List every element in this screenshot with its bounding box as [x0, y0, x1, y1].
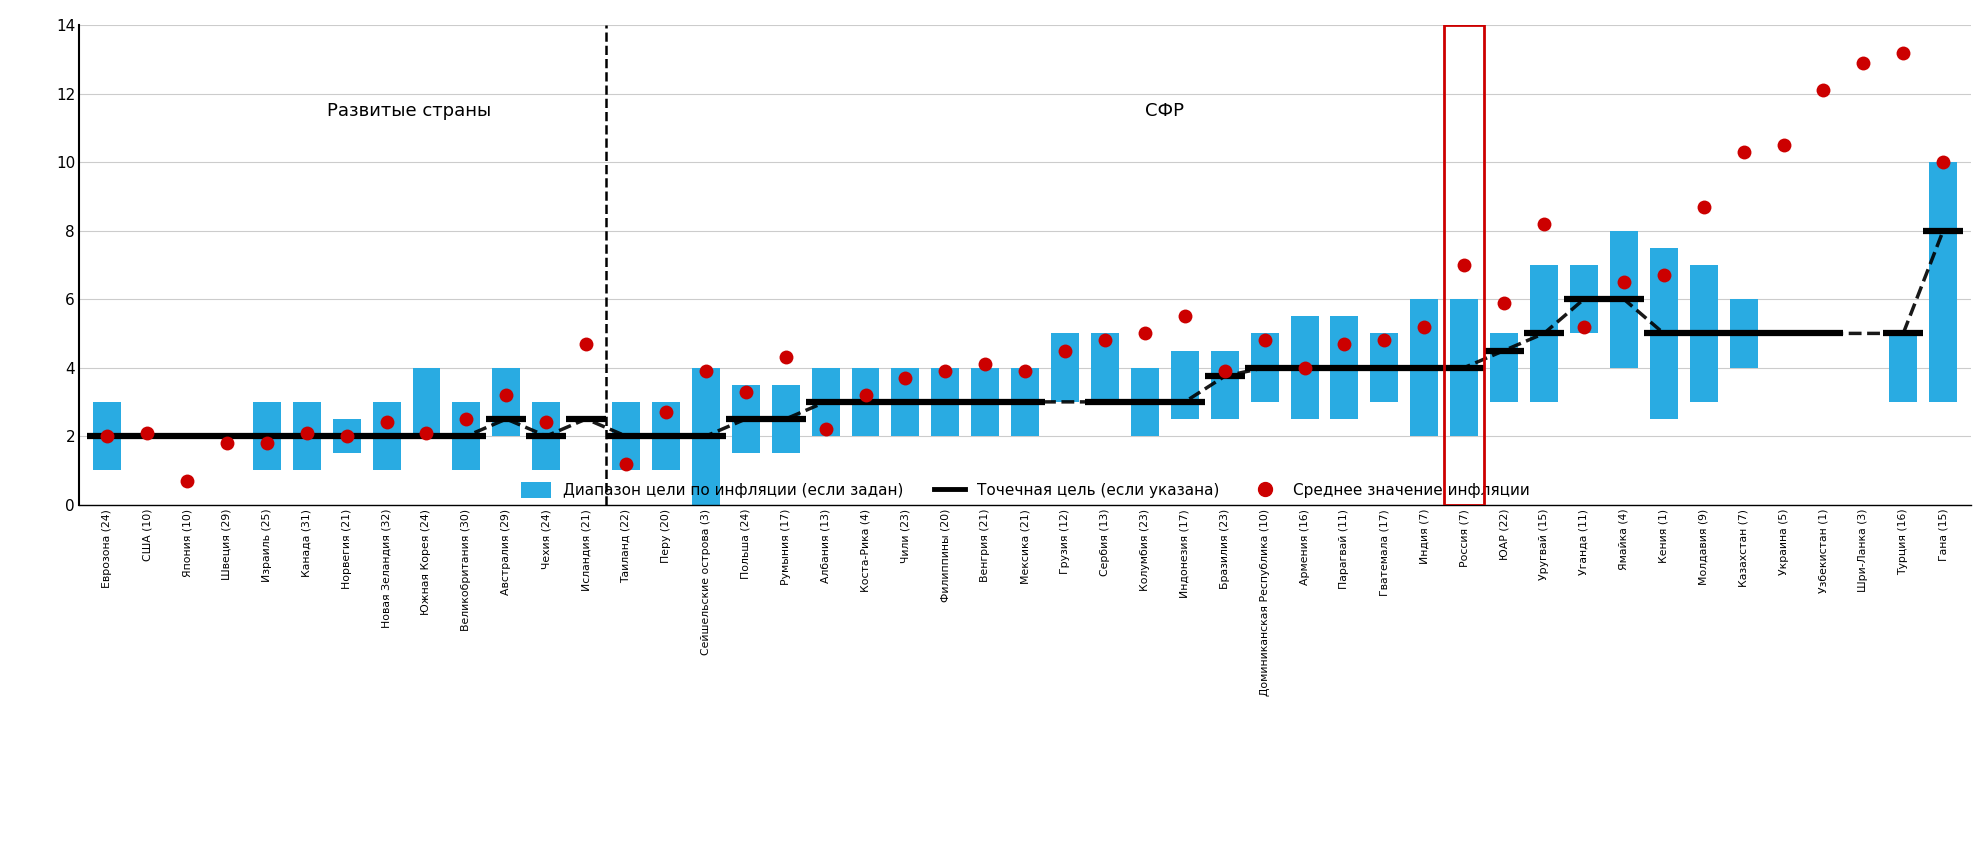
Bar — [772, 385, 800, 453]
Bar — [1370, 333, 1398, 402]
Bar — [731, 385, 760, 453]
Bar — [1210, 351, 1238, 419]
Text: Развитые страны: Развитые страны — [327, 102, 491, 119]
Bar — [891, 368, 919, 436]
Bar — [1010, 368, 1040, 436]
Bar — [691, 368, 719, 505]
Bar — [851, 368, 879, 436]
Bar — [253, 402, 281, 470]
Bar — [372, 402, 400, 470]
Bar — [1051, 333, 1079, 402]
Bar — [1410, 299, 1437, 436]
Bar — [1449, 299, 1477, 436]
Bar — [1331, 316, 1358, 419]
Bar — [333, 419, 360, 453]
Bar — [1443, 25, 1483, 505]
Bar — [1091, 333, 1119, 402]
Bar — [651, 402, 679, 470]
Bar — [451, 402, 479, 470]
Bar — [412, 368, 440, 436]
Bar — [93, 402, 121, 470]
Bar — [1289, 316, 1319, 419]
Text: СФР: СФР — [1144, 102, 1184, 119]
Bar — [1929, 162, 1956, 402]
Bar — [1170, 351, 1198, 419]
Bar — [1529, 265, 1556, 402]
Bar — [812, 368, 840, 436]
Bar — [1249, 333, 1277, 402]
Bar — [1131, 368, 1158, 436]
Bar — [293, 402, 321, 470]
Bar — [1570, 265, 1598, 333]
Bar — [533, 402, 560, 470]
Bar — [1489, 333, 1517, 402]
Bar — [1649, 248, 1677, 419]
Bar — [1610, 230, 1637, 368]
Bar — [931, 368, 958, 436]
Bar — [1689, 265, 1717, 402]
Bar — [612, 402, 640, 470]
Bar — [1889, 333, 1917, 402]
Bar — [493, 368, 521, 436]
Bar — [1729, 299, 1756, 368]
Bar — [970, 368, 998, 436]
Legend: Диапазон цели по инфляции (если задан), Точечная цель (если указана), Среднее зн: Диапазон цели по инфляции (если задан), … — [515, 476, 1534, 504]
